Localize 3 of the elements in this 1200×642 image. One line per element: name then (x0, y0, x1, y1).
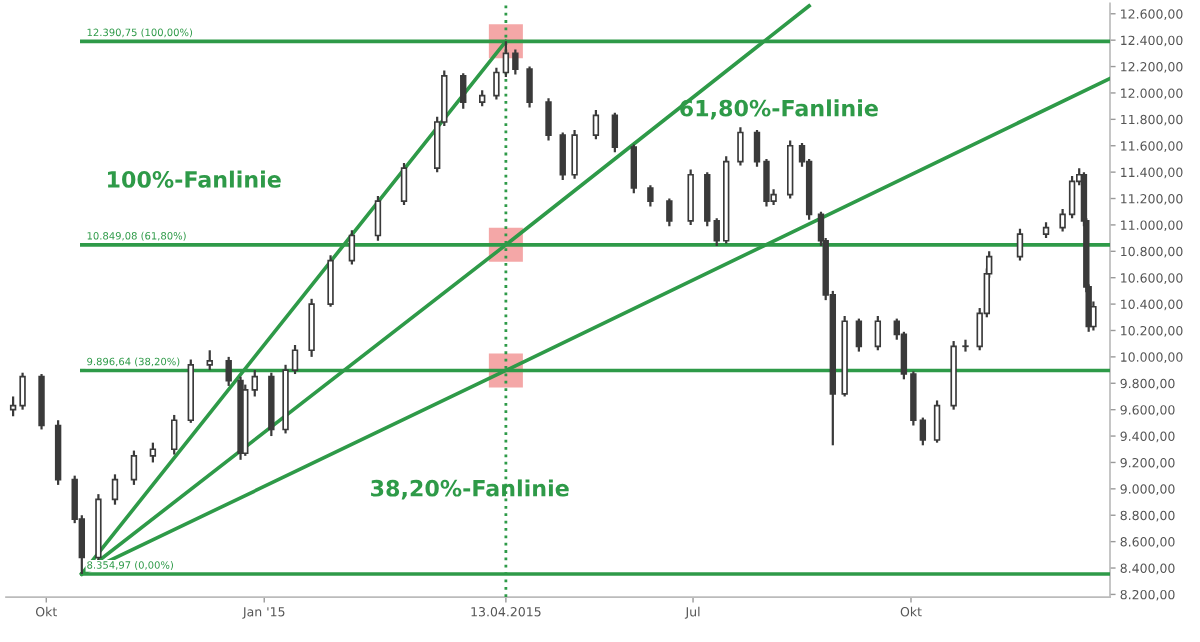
annotation: 38,20%-Fanlinie (371, 479, 569, 500)
annotation: 100%-Fanlinie (108, 170, 281, 188)
annotation: 61,80%-Fanlinie (680, 99, 878, 120)
